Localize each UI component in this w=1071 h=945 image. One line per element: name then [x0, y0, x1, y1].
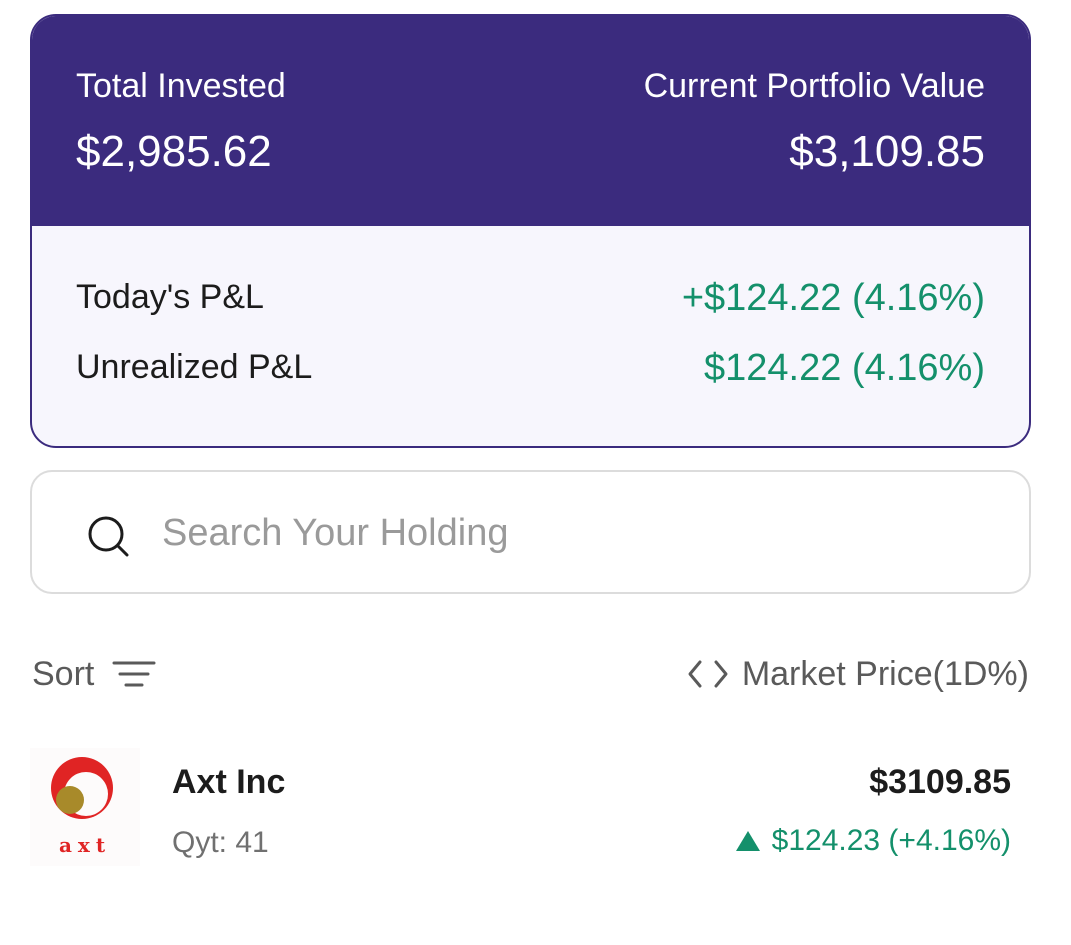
summary-header: Total Invested $2,985.62 Current Portfol…	[32, 16, 1029, 226]
market-price-toggle[interactable]: Market Price(1D%)	[686, 650, 1029, 698]
portfolio-summary-card: Total Invested $2,985.62 Current Portfol…	[30, 14, 1031, 448]
holding-change: $124.23 (+4.16%)	[735, 822, 1011, 860]
todays-pnl-label: Today's P&L	[76, 278, 264, 316]
market-price-toggle-label: Market Price(1D%)	[741, 655, 1029, 693]
holding-change-text: $124.23 (+4.16%)	[771, 824, 1011, 857]
search-icon	[88, 516, 129, 557]
holding-price: $3109.85	[869, 763, 1011, 801]
current-value-block: Current Portfolio Value $3,109.85	[644, 66, 985, 178]
search-input[interactable]	[162, 502, 982, 564]
holding-row[interactable]: axt Axt Inc Qyt: 41 $3109.85 $124.23 (+4…	[30, 748, 1031, 868]
current-value-label: Current Portfolio Value	[643, 67, 985, 105]
total-invested-label: Total Invested	[76, 67, 286, 105]
sort-button[interactable]: Sort	[32, 650, 156, 698]
sort-lines-icon	[112, 661, 156, 687]
current-value-value: $3,109.85	[789, 127, 985, 176]
code-arrows-icon	[688, 660, 728, 688]
up-triangle-icon	[735, 831, 760, 851]
company-logo: axt	[30, 748, 140, 866]
search-box[interactable]	[30, 470, 1031, 594]
unrealized-pnl-value: $124.22 (4.16%)	[704, 347, 985, 389]
sort-label: Sort	[32, 655, 95, 693]
todays-pnl-row: Today's P&L +$124.22 (4.16%)	[76, 272, 985, 322]
total-invested-value: $2,985.62	[76, 127, 272, 176]
total-invested-block: Total Invested $2,985.62	[76, 66, 286, 178]
holding-quantity: Qyt: 41	[172, 826, 269, 859]
logo-text: axt	[59, 833, 111, 857]
holding-name: Axt Inc	[172, 763, 286, 801]
unrealized-pnl-label: Unrealized P&L	[76, 348, 313, 386]
todays-pnl-value: +$124.22 (4.16%)	[681, 277, 985, 319]
unrealized-pnl-row: Unrealized P&L $124.22 (4.16%)	[76, 342, 985, 392]
